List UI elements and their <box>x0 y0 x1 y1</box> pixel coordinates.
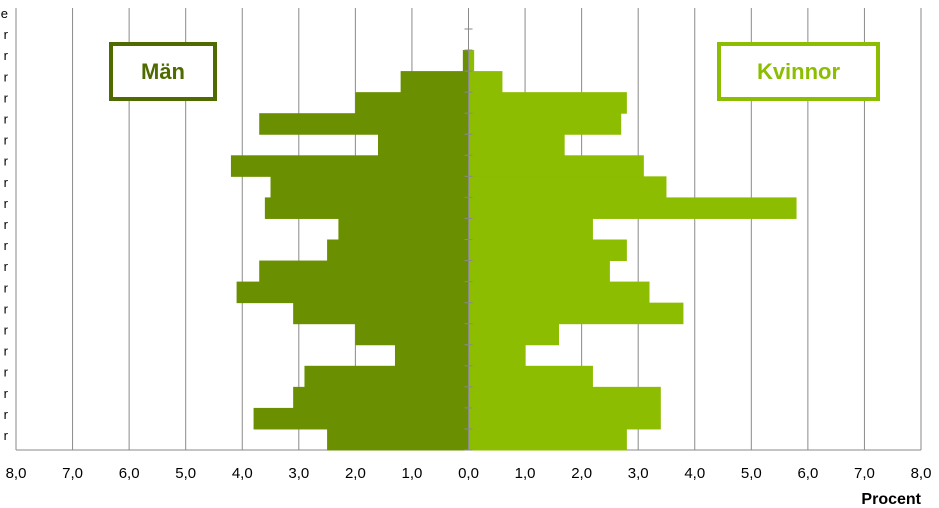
bar-women <box>468 92 627 114</box>
category-label-fragment: r <box>4 154 9 169</box>
category-label-fragment: r <box>4 175 9 190</box>
category-label-fragment: r <box>4 407 9 422</box>
category-label-fragment: r <box>4 48 9 63</box>
category-label-fragment: r <box>4 386 9 401</box>
x-tick-label: 7,0 <box>854 465 875 482</box>
bar-women <box>468 260 610 283</box>
bar-men <box>264 197 469 219</box>
bar-men <box>355 323 469 346</box>
bar-women <box>468 344 526 367</box>
x-tick-label: 3,0 <box>288 465 309 482</box>
category-label-fragment: r <box>4 259 9 274</box>
legend-women-label: Kvinnor <box>756 58 841 84</box>
category-label-fragment: r <box>4 344 9 359</box>
bar-women <box>468 50 475 72</box>
bar-men <box>338 218 469 240</box>
bar-men <box>259 113 469 135</box>
bar-men <box>378 134 469 156</box>
x-tick-label: 2,0 <box>345 465 366 482</box>
bar-men <box>327 239 469 262</box>
bar-women <box>468 302 684 325</box>
x-tick-label: 0,0 <box>458 465 479 482</box>
category-label-fragment: r <box>4 133 9 148</box>
bar-women <box>468 323 559 346</box>
x-tick-label: 2,0 <box>571 465 592 482</box>
x-tick-label: 8,0 <box>6 465 27 482</box>
bar-men <box>400 71 469 93</box>
bar-women <box>468 218 593 240</box>
x-axis-label: Procent <box>861 491 921 508</box>
bar-men <box>270 176 469 198</box>
category-label-fragment: r <box>4 428 9 443</box>
x-tick-label: 5,0 <box>175 465 196 482</box>
bar-women <box>468 113 622 135</box>
bar-women <box>468 428 627 451</box>
x-tick-label: 1,0 <box>402 465 423 482</box>
bar-men <box>304 365 469 388</box>
x-tick-label: 8,0 <box>911 465 932 482</box>
category-label-fragment: r <box>4 323 9 338</box>
x-tick-label: 3,0 <box>628 465 649 482</box>
x-tick-label: 5,0 <box>741 465 762 482</box>
category-label-fragment: r <box>4 27 9 42</box>
bar-men <box>293 386 469 409</box>
bar-men <box>236 281 469 304</box>
category-label-fragment: r <box>4 280 9 295</box>
category-label-fragment: r <box>4 112 9 127</box>
center-axis <box>464 8 473 451</box>
category-label-fragment: r <box>4 69 9 84</box>
x-tick-label: 6,0 <box>797 465 818 482</box>
category-label-fragment: r <box>4 301 9 316</box>
x-tick-label: 4,0 <box>684 465 705 482</box>
x-tick-label: 1,0 <box>515 465 536 482</box>
bar-men <box>355 92 469 114</box>
legend-men: Män <box>109 42 217 101</box>
bar-women <box>468 386 661 409</box>
x-tick-label: 4,0 <box>232 465 253 482</box>
x-tick-label: 6,0 <box>119 465 140 482</box>
bar-women <box>468 176 667 198</box>
category-label-fragment: r <box>4 238 9 253</box>
bar-women <box>468 197 797 219</box>
bar-women <box>468 407 661 430</box>
bar-women <box>468 134 565 156</box>
bar-men <box>462 50 469 72</box>
category-label-fragment: e <box>1 6 8 21</box>
bars <box>230 50 797 451</box>
bar-women <box>468 239 627 262</box>
bar-women <box>468 155 644 177</box>
bar-men <box>230 155 469 177</box>
bar-women <box>468 365 593 388</box>
category-label-fragment: r <box>4 196 9 211</box>
x-tick-labels: 8,0 7,0 6,0 5,0 4,0 3,0 2,0 1,0 0,0 1,0 2,0 3,0 4,0 5… <box>6 465 932 482</box>
category-label-fragment: r <box>4 217 9 232</box>
x-tick-label: 7,0 <box>62 465 83 482</box>
legend-women: Kvinnor <box>717 42 880 101</box>
category-label-fragment: r <box>4 90 9 105</box>
bar-women <box>468 71 503 93</box>
bar-men <box>394 344 469 367</box>
bar-women <box>468 281 650 304</box>
bar-men <box>327 428 469 451</box>
category-label-fragment: r <box>4 365 9 380</box>
bar-men <box>259 260 469 283</box>
bar-men <box>293 302 469 325</box>
bar-men <box>253 407 469 430</box>
legend-men-label: Män <box>141 58 185 84</box>
